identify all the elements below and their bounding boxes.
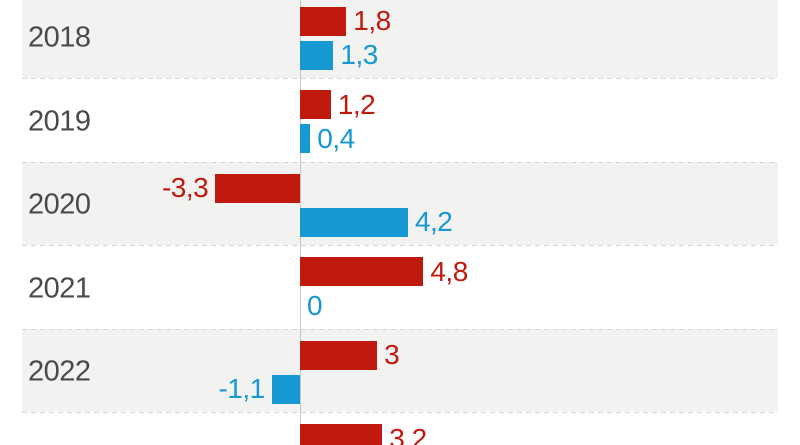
row-stripe [22, 0, 778, 78]
blue-series-bar [300, 124, 311, 153]
red-series-value-label: -3,3 [161, 172, 209, 203]
year-label: 2022 [28, 355, 91, 388]
red-series-bar [300, 90, 331, 119]
blue-series-bar [271, 374, 300, 404]
red-series-bar [300, 340, 378, 370]
red-series-value-label: 1,2 [337, 88, 376, 120]
blue-series-value-label: 1,3 [340, 39, 378, 70]
row-divider [22, 328, 778, 330]
blue-series-value-label: 0 [307, 289, 323, 321]
red-series-value-label: 3 [384, 339, 400, 370]
row-divider [22, 412, 778, 413]
red-series-value-label: 3,2 [389, 422, 427, 445]
row-divider [22, 245, 778, 246]
blue-series-value-label: 0,4 [317, 122, 355, 154]
blue-series-value-label: -1,1 [218, 373, 265, 404]
row-stripe [22, 78, 778, 162]
blue-series-bar [300, 207, 408, 237]
red-series-bar [215, 173, 300, 203]
year-label: 2019 [28, 105, 91, 138]
red-series-bar [300, 6, 347, 36]
red-series-bar [300, 257, 424, 286]
row-divider [22, 78, 778, 79]
year-label: 2021 [28, 272, 91, 305]
year-label: 2018 [28, 21, 91, 54]
blue-series-bar [300, 40, 334, 70]
red-series-value-label: 1,8 [353, 5, 391, 36]
blue-series-value-label: 4,2 [414, 206, 453, 237]
red-series-bar [300, 424, 383, 445]
red-series-value-label: 4,8 [430, 255, 468, 287]
year-label: 2020 [28, 188, 91, 221]
row-stripe [22, 328, 778, 412]
row-divider [22, 161, 778, 163]
